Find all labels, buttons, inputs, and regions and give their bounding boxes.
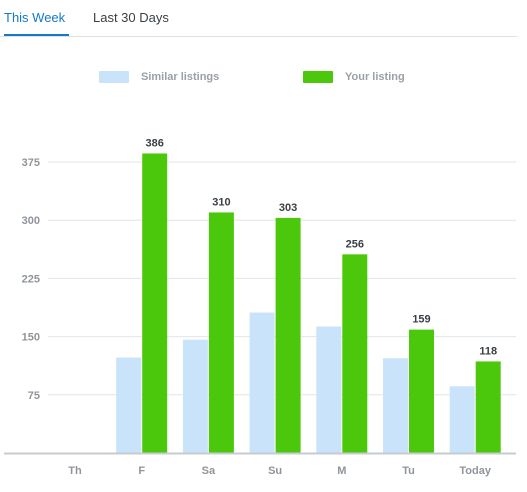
x-tick-label: Sa <box>202 465 216 477</box>
data-label: 159 <box>412 314 430 326</box>
x-tick-label: M <box>337 465 346 477</box>
legend-item-your-listing: Your listing <box>303 69 405 85</box>
data-label: 310 <box>212 196 230 208</box>
legend-item-similar-listings: Similar listings <box>99 69 219 85</box>
bar-your-listing <box>275 217 301 453</box>
data-label: 303 <box>279 202 297 214</box>
x-tick-label: F <box>138 465 145 477</box>
x-tick-label: Th <box>68 465 82 477</box>
data-label: 386 <box>146 137 164 149</box>
y-tick-label: 300 <box>22 215 40 227</box>
bar-similar-listings <box>249 312 275 453</box>
bar-your-listing <box>342 254 368 453</box>
bar-similar-listings <box>182 339 208 453</box>
legend-label-yours: Your listing <box>345 71 405 83</box>
bar-similar-listings <box>383 358 408 453</box>
bar-your-listing <box>142 153 168 454</box>
data-label: 256 <box>346 238 364 250</box>
y-tick-label: 75 <box>28 390 40 402</box>
tab-bar: This Week Last 30 Days <box>0 0 517 37</box>
tab-this-week[interactable]: This Week <box>4 10 66 25</box>
tab-last-30-days[interactable]: Last 30 Days <box>93 10 169 25</box>
bar-similar-listings <box>316 326 342 453</box>
x-tick-label: Su <box>268 465 282 477</box>
active-tab-indicator <box>4 34 69 36</box>
x-tick-label: Tu <box>402 465 415 477</box>
bar-similar-listings <box>449 386 475 453</box>
y-tick-label: 150 <box>22 332 40 344</box>
bar-similar-listings <box>116 357 142 453</box>
y-tick-label: 225 <box>22 273 40 285</box>
x-tick-label: Today <box>459 465 491 477</box>
data-label: 118 <box>479 345 497 357</box>
legend-swatch-yours <box>303 71 333 83</box>
bar-your-listing <box>409 329 434 453</box>
bar-your-listing <box>475 361 501 453</box>
bar-your-listing <box>208 212 234 453</box>
legend-swatch-similar <box>99 71 129 83</box>
legend-label-similar: Similar listings <box>141 71 220 83</box>
y-tick-label: 375 <box>22 157 40 169</box>
